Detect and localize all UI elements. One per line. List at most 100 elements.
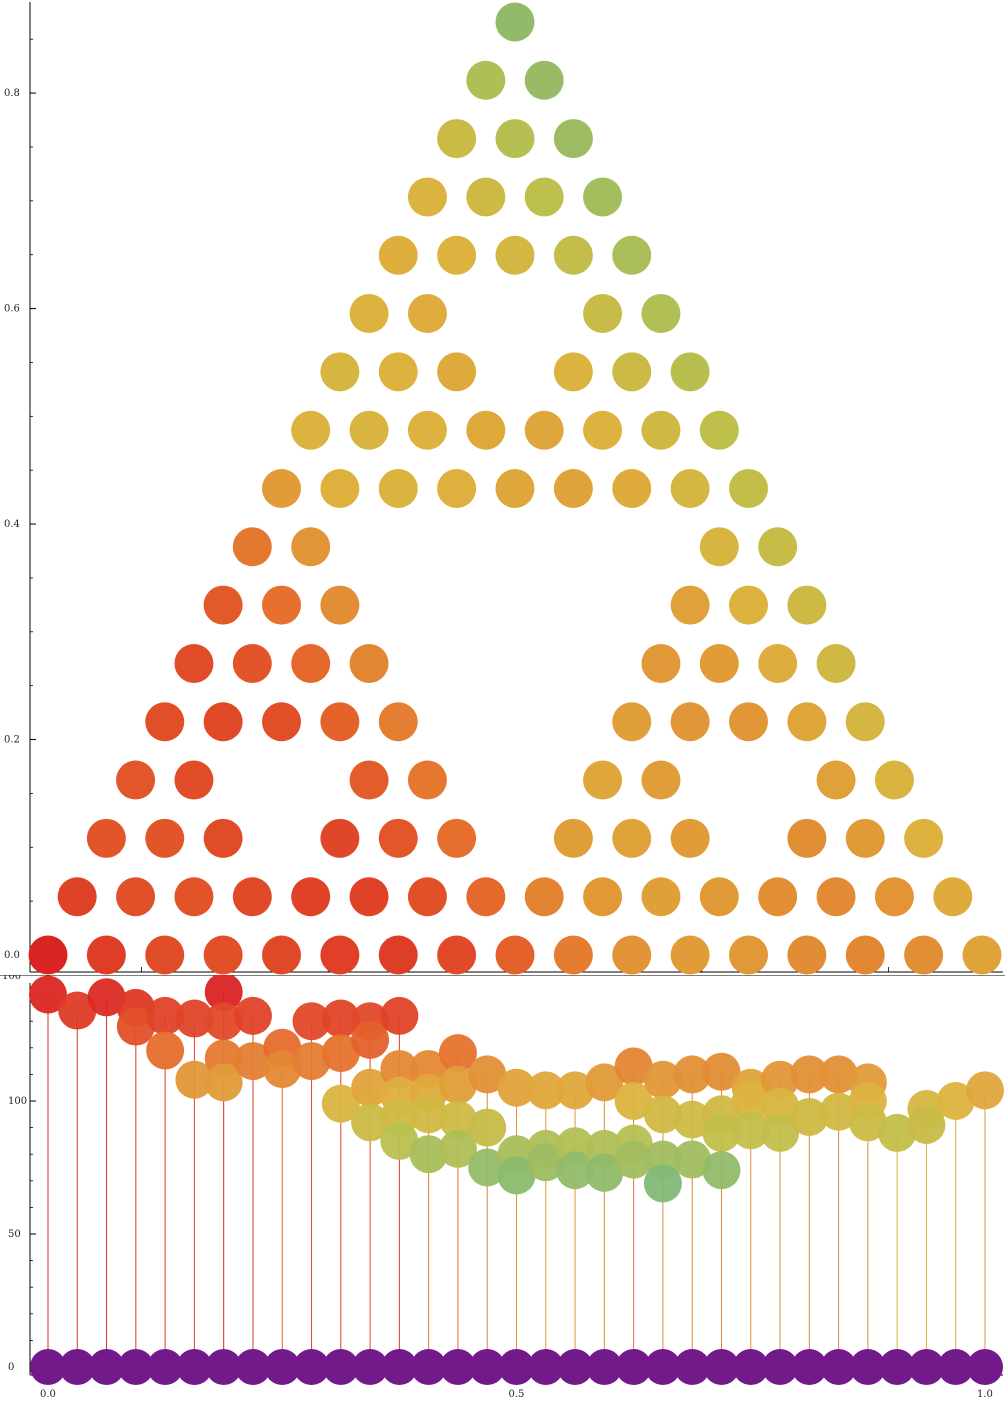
data-point	[437, 469, 477, 508]
baseline-point	[147, 1349, 184, 1385]
data-point	[204, 1002, 243, 1041]
baseline-point	[410, 1349, 447, 1385]
data-point	[437, 119, 477, 159]
data-point	[643, 1060, 682, 1099]
data-point	[438, 1034, 477, 1073]
data-point	[349, 294, 389, 334]
top-axis-label: 100	[2, 975, 21, 982]
baseline-point	[205, 1349, 242, 1385]
data-point	[292, 1002, 331, 1041]
data-point	[351, 1068, 390, 1107]
baseline-point	[176, 1349, 213, 1385]
data-point	[848, 1103, 887, 1142]
data-point	[641, 643, 681, 683]
data-point	[699, 527, 739, 567]
data-point	[643, 1095, 682, 1134]
data-point	[262, 585, 301, 625]
data-point	[497, 1156, 536, 1195]
data-point	[438, 1100, 477, 1139]
data-point	[583, 177, 623, 217]
data-point	[232, 643, 272, 683]
data-point	[263, 1050, 302, 1089]
data-point	[787, 702, 827, 742]
data-point	[321, 1034, 360, 1073]
data-point	[816, 643, 856, 683]
data-point	[787, 585, 827, 625]
data-point	[673, 1100, 712, 1139]
data-point	[292, 1042, 331, 1081]
data-point	[524, 410, 564, 450]
data-point	[878, 1113, 917, 1152]
data-point	[407, 294, 447, 334]
data-point	[702, 1113, 741, 1152]
data-point	[437, 818, 477, 858]
data-point	[57, 877, 97, 917]
data-point	[380, 996, 419, 1035]
data-point	[702, 1151, 741, 1190]
data-point	[466, 877, 506, 917]
data-point	[380, 1121, 419, 1160]
data-point	[175, 999, 214, 1038]
y-tick-label: 0.4	[4, 519, 20, 530]
data-point	[378, 352, 418, 392]
data-point	[758, 643, 798, 683]
baseline-point	[849, 1349, 886, 1385]
baseline-point	[644, 1349, 681, 1385]
x-tick-label: 0.0	[40, 1389, 56, 1400]
x-tick-label: 0.5	[509, 1389, 525, 1400]
data-point	[437, 935, 477, 975]
data-point	[262, 935, 301, 975]
data-point	[203, 935, 243, 975]
data-point	[612, 235, 652, 275]
data-point	[583, 760, 623, 800]
data-point	[321, 1084, 360, 1123]
data-point	[583, 877, 623, 917]
data-point	[351, 1103, 390, 1142]
data-point	[729, 585, 768, 625]
data-point	[407, 410, 447, 450]
data-point	[845, 935, 885, 975]
baseline-point	[293, 1349, 330, 1385]
baseline-point	[791, 1349, 828, 1385]
data-point	[585, 1153, 624, 1192]
data-point	[291, 877, 331, 917]
data-point	[524, 177, 564, 217]
data-point	[933, 877, 973, 917]
data-point	[673, 1140, 712, 1179]
data-point	[378, 818, 418, 858]
data-point	[407, 877, 447, 917]
data-point	[232, 527, 272, 567]
data-point	[673, 1055, 712, 1094]
data-point	[670, 935, 710, 975]
data-point	[232, 877, 272, 917]
baseline-point	[908, 1349, 945, 1385]
data-point	[145, 935, 185, 975]
data-point	[28, 935, 68, 975]
data-point	[378, 702, 418, 742]
data-point	[904, 935, 944, 975]
data-point	[233, 996, 272, 1035]
data-point	[874, 877, 914, 917]
data-point	[116, 877, 156, 917]
data-point	[787, 818, 827, 858]
baseline-point	[264, 1349, 301, 1385]
baseline-point	[234, 1349, 271, 1385]
data-point	[116, 760, 156, 800]
data-point	[758, 877, 798, 917]
data-point	[320, 585, 360, 625]
data-point	[670, 352, 710, 392]
data-point	[438, 1129, 477, 1168]
data-point	[468, 1108, 507, 1147]
data-point	[262, 702, 301, 742]
data-point	[553, 352, 593, 392]
data-point	[526, 1071, 565, 1110]
data-point	[524, 877, 564, 917]
data-point	[146, 1031, 185, 1070]
data-point	[291, 410, 331, 450]
baseline-point	[967, 1349, 1003, 1385]
data-point	[438, 1066, 477, 1105]
baseline-point	[498, 1349, 535, 1385]
data-point	[320, 818, 360, 858]
data-point	[437, 352, 477, 392]
